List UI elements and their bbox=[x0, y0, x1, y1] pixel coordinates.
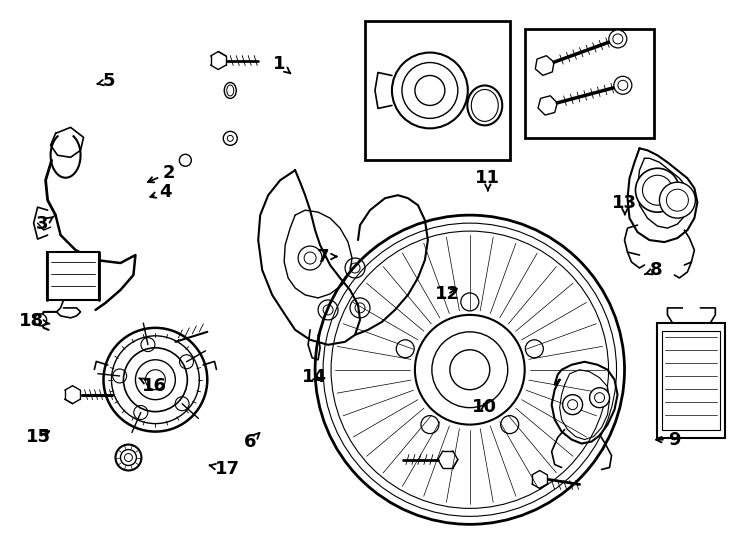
Text: 17: 17 bbox=[209, 460, 240, 478]
Text: 8: 8 bbox=[644, 261, 663, 279]
Circle shape bbox=[115, 444, 142, 470]
Text: 3: 3 bbox=[36, 215, 54, 233]
Text: 14: 14 bbox=[302, 368, 327, 386]
Bar bbox=[658, 323, 725, 437]
Text: 2: 2 bbox=[148, 164, 175, 183]
Circle shape bbox=[179, 154, 192, 166]
Bar bbox=[365, 21, 509, 160]
Circle shape bbox=[392, 52, 468, 129]
Circle shape bbox=[608, 30, 627, 48]
Text: 12: 12 bbox=[435, 285, 460, 303]
Circle shape bbox=[223, 131, 237, 145]
Text: 11: 11 bbox=[476, 170, 501, 191]
Circle shape bbox=[563, 395, 583, 415]
Text: 1: 1 bbox=[273, 55, 291, 73]
Bar bbox=[46, 252, 98, 300]
Circle shape bbox=[636, 168, 680, 212]
Bar bbox=[663, 331, 720, 430]
Circle shape bbox=[34, 314, 46, 326]
Text: 13: 13 bbox=[612, 194, 637, 215]
Circle shape bbox=[589, 388, 609, 408]
Text: 18: 18 bbox=[19, 312, 50, 330]
Circle shape bbox=[103, 328, 207, 431]
Ellipse shape bbox=[225, 83, 236, 98]
Text: 9: 9 bbox=[656, 431, 681, 449]
Text: 16: 16 bbox=[139, 377, 167, 395]
Bar bbox=[525, 29, 655, 138]
Text: 10: 10 bbox=[472, 399, 497, 416]
Text: 7: 7 bbox=[317, 247, 337, 266]
Text: 6: 6 bbox=[244, 433, 260, 451]
Circle shape bbox=[659, 182, 695, 218]
Circle shape bbox=[614, 76, 632, 94]
Text: 5: 5 bbox=[97, 72, 115, 91]
Text: 4: 4 bbox=[150, 183, 172, 201]
Text: 15: 15 bbox=[26, 428, 51, 446]
